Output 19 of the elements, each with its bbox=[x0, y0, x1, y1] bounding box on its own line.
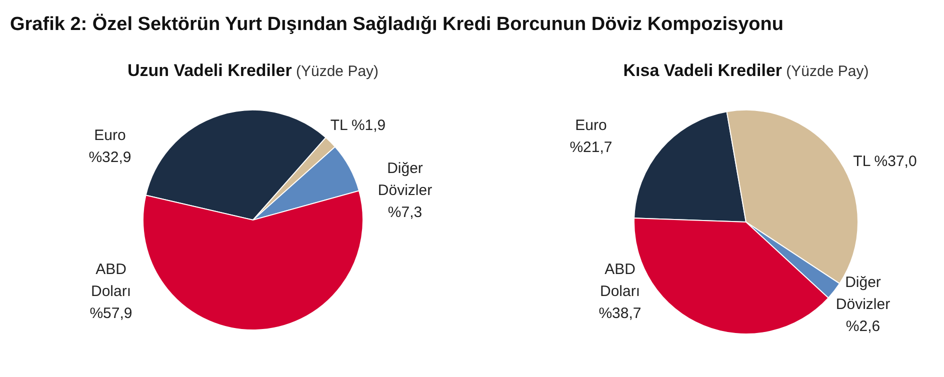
slice-label: ABD Doları bbox=[600, 261, 640, 300]
slice-label: ABD Doları bbox=[90, 261, 132, 300]
chart-subtitle: (Yüzde Pay) bbox=[782, 63, 869, 80]
data-label: %38,7 bbox=[598, 305, 642, 322]
chart-title: Kısa Vadeli Krediler bbox=[623, 61, 782, 80]
chart-title: Uzun Vadeli Krediler bbox=[127, 61, 292, 80]
data-label: %7,3 bbox=[388, 204, 422, 221]
slice-label: Euro bbox=[94, 127, 126, 144]
slice-label: Diğer Dövizler bbox=[836, 274, 890, 313]
slice-label: Euro bbox=[575, 117, 607, 134]
data-label: %57,9 bbox=[90, 305, 132, 322]
text: Grafik 2: Özel Sektörün Yurt Dışından Sağladığı Kredi Borcunun Döviz Kompozisyonu bbox=[10, 13, 784, 35]
data-label: %21,7 bbox=[570, 139, 612, 156]
data-label: %2,6 bbox=[846, 318, 880, 335]
data-label: %32,9 bbox=[88, 149, 132, 166]
slice-label: TL %37,0 bbox=[853, 153, 917, 170]
slice-label: TL %1,9 bbox=[330, 117, 386, 134]
chart-subtitle: (Yüzde Pay) bbox=[292, 63, 379, 80]
slice-label: Diğer Dövizler bbox=[378, 160, 432, 199]
